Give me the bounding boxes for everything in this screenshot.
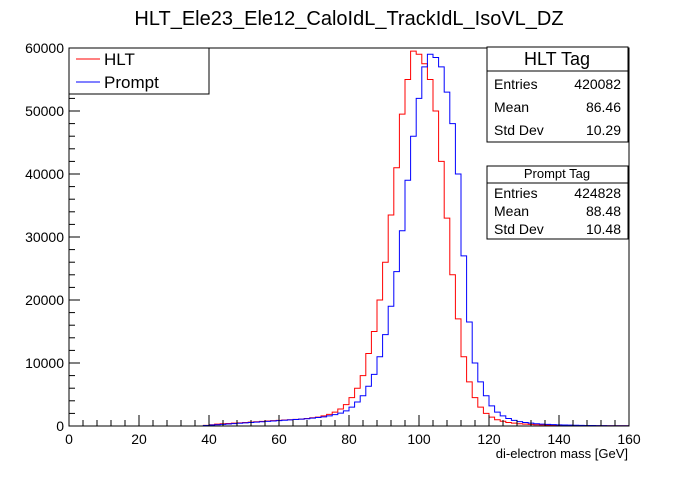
y-tick-label: 40000 bbox=[25, 166, 64, 182]
x-tick-label: 80 bbox=[341, 431, 357, 447]
stats-prompt-entries-label: Entries bbox=[494, 185, 538, 201]
x-tick-label: 120 bbox=[477, 431, 501, 447]
y-tick-label: 20000 bbox=[25, 292, 64, 308]
stats-hlt-stddev-value: 10.29 bbox=[586, 122, 621, 138]
stats-prompt-title: Prompt Tag bbox=[524, 166, 590, 181]
x-tick-label: 0 bbox=[65, 431, 73, 447]
legend-label-hlt: HLT bbox=[104, 50, 135, 69]
stats-prompt-mean-value: 88.48 bbox=[586, 203, 621, 219]
stats-box-prompt: Prompt Tag Entries 424828 Mean 88.48 Std… bbox=[486, 165, 629, 240]
stats-hlt-mean-label: Mean bbox=[494, 99, 529, 115]
stats-hlt-title: HLT Tag bbox=[524, 49, 590, 69]
x-tick-label: 140 bbox=[547, 431, 571, 447]
stats-hlt-mean-value: 86.46 bbox=[586, 99, 621, 115]
stats-prompt-stddev-value: 10.48 bbox=[586, 221, 621, 237]
stats-box-hlt-frame bbox=[486, 46, 629, 143]
stats-box-hlt: HLT Tag Entries 420082 Mean 86.46 Std De… bbox=[486, 46, 629, 143]
x-tick-label: 40 bbox=[201, 431, 217, 447]
x-tick-label: 100 bbox=[407, 431, 431, 447]
histogram-series-hlt bbox=[69, 50, 629, 427]
legend-box bbox=[68, 47, 210, 95]
chart-title: HLT_Ele23_Ele12_CaloIdL_TrackIdL_IsoVL_D… bbox=[134, 8, 563, 30]
y-tick-label: 0 bbox=[56, 418, 64, 434]
y-tick-label: 60000 bbox=[25, 40, 64, 56]
x-tick-label: 60 bbox=[271, 431, 287, 447]
stats-box-prompt-frame bbox=[486, 165, 629, 240]
stats-hlt-entries-label: Entries bbox=[494, 76, 538, 92]
y-tick-label: 50000 bbox=[25, 103, 64, 119]
plot-frame bbox=[68, 47, 630, 427]
stats-prompt-stddev-label: Std Dev bbox=[494, 221, 544, 237]
stats-prompt-entries-value: 424828 bbox=[574, 185, 621, 201]
stats-prompt-mean-label: Mean bbox=[494, 203, 529, 219]
x-tick-label: 20 bbox=[131, 431, 147, 447]
x-axis-label: di-electron mass [GeV] bbox=[496, 446, 628, 461]
y-tick-label: 30000 bbox=[25, 229, 64, 245]
x-tick-label: 160 bbox=[617, 431, 641, 447]
legend: HLT Prompt bbox=[68, 47, 210, 95]
stats-hlt-entries-value: 420082 bbox=[574, 76, 621, 92]
legend-label-prompt: Prompt bbox=[104, 73, 159, 92]
y-tick-label: 10000 bbox=[25, 355, 64, 371]
stats-hlt-stddev-label: Std Dev bbox=[494, 122, 544, 138]
